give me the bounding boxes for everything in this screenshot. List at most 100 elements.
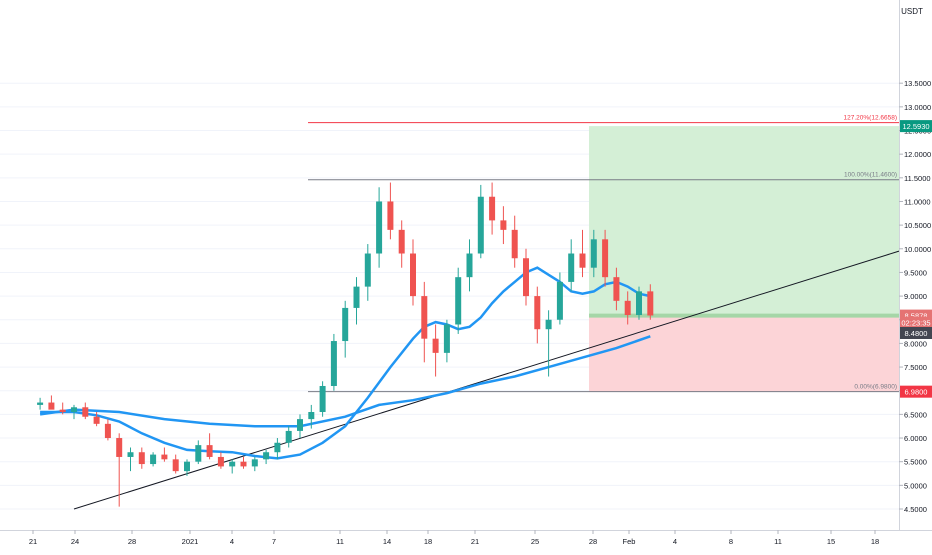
candle-body [104, 423, 111, 439]
time-axis[interactable]: 21 24 28 2021 4 7 11 14 18 21 25 28 Feb 4 8 11 15 18 [29, 530, 879, 546]
candle-body [647, 291, 654, 316]
candle [443, 319, 450, 363]
fib-level-label: 127.20%(12.6658) [844, 115, 898, 122]
candle-body [500, 220, 507, 230]
candle-body [545, 319, 552, 330]
price-badge-label: 6.9800 [905, 388, 928, 397]
candle-body [330, 341, 337, 386]
candle [545, 310, 552, 377]
trendline-layer[interactable] [73, 250, 900, 510]
candles [37, 182, 654, 507]
candle [410, 239, 416, 306]
candle-body [297, 419, 303, 431]
candle-body [285, 430, 292, 443]
candle [71, 404, 77, 420]
candle [432, 324, 439, 377]
price-badge-label: 12.5930 [902, 122, 929, 131]
candle [263, 449, 270, 465]
candle [297, 414, 303, 439]
x-tick-label: 2021 [182, 537, 199, 546]
candle [319, 381, 326, 417]
candle [364, 244, 371, 301]
profit-zone[interactable] [589, 126, 899, 316]
candle-body [308, 412, 315, 420]
candle [523, 248, 529, 306]
candle [127, 447, 134, 472]
candle-body [376, 201, 383, 254]
candle [93, 412, 100, 427]
x-tick-label: 18 [424, 537, 432, 546]
candle [421, 281, 428, 363]
x-tick-label: 15 [827, 537, 835, 546]
candle [477, 184, 484, 259]
y-tick-label: 9.0000 [904, 292, 927, 301]
y-tick-label: 13.5000 [904, 79, 931, 88]
candle-body [432, 338, 439, 353]
candle [161, 447, 168, 462]
candle-body [138, 452, 145, 465]
candle-body [172, 459, 179, 472]
candle-body [636, 291, 642, 316]
fib-retracement-tool[interactable]: 127.20%(12.6658) 100.00%(11.4600) 0.00%(6.… [308, 115, 899, 393]
candle [647, 284, 654, 320]
price-badge-label: 8.4800 [905, 329, 928, 338]
candle-body [466, 253, 473, 278]
long-position-tool[interactable] [589, 126, 899, 392]
candle [274, 438, 281, 460]
candle-body [229, 461, 236, 467]
moving-averages [39, 266, 651, 460]
candle [466, 239, 473, 292]
x-tick-label: Feb [623, 537, 636, 546]
candle-body [48, 402, 55, 410]
candle [48, 395, 55, 410]
price-badge-label: 02:23:35 [901, 319, 930, 328]
ascending-trendline[interactable] [73, 250, 900, 510]
x-tick-label: 14 [383, 537, 391, 546]
candle [104, 419, 111, 441]
y-tick-label: 10.5000 [904, 221, 931, 230]
x-tick-label: 11 [774, 537, 782, 546]
candle-body [116, 438, 123, 457]
x-tick-label: 21 [29, 537, 37, 546]
y-tick-label: 5.5000 [904, 458, 927, 467]
candle [602, 229, 609, 287]
candle-body [568, 253, 575, 282]
candle [229, 459, 236, 474]
fast-moving-average [40, 266, 651, 460]
candle [308, 404, 315, 429]
x-tick-label: 8 [729, 537, 733, 546]
candle-body [534, 296, 541, 330]
candle-body [251, 459, 258, 467]
currency-label: USDT [901, 7, 923, 16]
y-tick-label: 11.0000 [904, 197, 931, 206]
candle [82, 402, 89, 420]
candle-body [590, 239, 597, 268]
candle [534, 286, 541, 344]
candle-body [387, 201, 394, 230]
candle-body [602, 239, 609, 278]
y-tick-label: 7.5000 [904, 363, 927, 372]
x-tick-label: 4 [673, 537, 677, 546]
y-tick-label: 11.5000 [904, 174, 931, 183]
fib-level-label: 0.00%(6.9800) [854, 384, 897, 391]
candle [342, 300, 349, 358]
candle-body [206, 445, 213, 457]
candle [376, 187, 383, 268]
y-tick-label: 6.5000 [904, 410, 927, 419]
x-tick-label: 28 [589, 537, 597, 546]
candle-body [364, 253, 371, 287]
candle [285, 426, 292, 448]
candle [556, 272, 563, 325]
candle [116, 433, 123, 507]
candle [590, 229, 597, 278]
candle [624, 291, 631, 325]
candle [489, 182, 496, 235]
y-tick-label: 9.5000 [904, 268, 927, 277]
x-tick-label: 18 [871, 537, 879, 546]
candle-body [489, 196, 496, 221]
loss-zone[interactable] [589, 315, 899, 392]
x-tick-label: 4 [230, 537, 234, 546]
